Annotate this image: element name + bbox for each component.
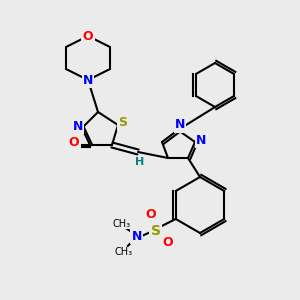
Text: O: O bbox=[83, 29, 93, 43]
Text: CH₃: CH₃ bbox=[115, 247, 133, 257]
Text: O: O bbox=[162, 236, 173, 248]
Text: N: N bbox=[196, 134, 206, 146]
Text: O: O bbox=[69, 136, 79, 149]
Text: S: S bbox=[151, 224, 161, 238]
Text: O: O bbox=[146, 208, 156, 221]
Text: N: N bbox=[132, 230, 142, 242]
Text: N: N bbox=[175, 118, 185, 131]
Text: S: S bbox=[118, 116, 127, 130]
Text: CH₃: CH₃ bbox=[113, 219, 131, 229]
Text: N: N bbox=[83, 74, 93, 86]
Text: H: H bbox=[135, 157, 145, 167]
Text: N: N bbox=[73, 119, 83, 133]
